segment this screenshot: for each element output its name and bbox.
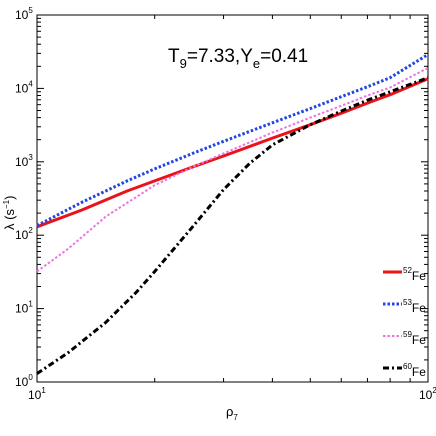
- y-tick-label-base: 10: [15, 8, 29, 22]
- y-axis-title-sup: −1: [2, 199, 11, 209]
- y-tick-label: 104: [15, 79, 33, 95]
- y-axis-title-close: ): [2, 196, 17, 200]
- y-tick-label: 103: [15, 153, 33, 169]
- y-tick-label-base: 10: [15, 375, 29, 389]
- x-axis-title: ρ7: [226, 404, 238, 422]
- y-tick-label-base: 10: [15, 81, 29, 95]
- legend-label-name: Fe: [412, 333, 426, 347]
- legend-label-59-fe: 59Fe: [403, 330, 426, 347]
- y-tick-label-exp: 2: [28, 226, 33, 235]
- x-tick-label-base: 10: [28, 388, 42, 402]
- x-axis-title-sub: 7: [233, 413, 238, 422]
- y-tick-label-exp: 3: [28, 153, 33, 162]
- y-tick-label-exp: 1: [28, 300, 33, 309]
- annotation-t: T: [168, 46, 180, 67]
- y-tick-label-base: 10: [15, 228, 29, 242]
- series-layer: [36, 53, 429, 375]
- legend-label-sup: 53: [403, 298, 412, 307]
- plot-frame: [36, 14, 429, 383]
- y-tick-label: 100: [15, 373, 33, 389]
- x-tick-label: 101: [28, 386, 46, 402]
- legend-label-name: Fe: [412, 301, 426, 315]
- y-axis-title: λ (s−1): [2, 196, 17, 230]
- legend-label-60-fe: 60Fe: [403, 362, 426, 379]
- x-tick-label-exp: 2: [432, 386, 436, 395]
- y-tick-label-base: 10: [15, 155, 29, 169]
- series-line-52-fe: [36, 77, 429, 229]
- legend-label-sup: 52: [403, 266, 412, 275]
- x-tick-label: 102: [419, 386, 436, 402]
- annotation-t-value: =7.33,Y: [187, 46, 253, 67]
- y-tick-label-exp: 0: [28, 373, 33, 382]
- legend-label-sup: 60: [403, 362, 412, 371]
- x-tick-label-exp: 1: [41, 386, 46, 395]
- legend-label-name: Fe: [412, 365, 426, 379]
- y-axis-title-main: λ (s: [2, 209, 17, 230]
- legend-label-52-fe: 52Fe: [403, 266, 426, 283]
- y-tick-label-base: 10: [15, 302, 29, 316]
- y-tick-label-exp: 5: [28, 6, 33, 15]
- y-tick-label: 101: [15, 300, 33, 316]
- x-axis-title-main: ρ: [226, 404, 233, 419]
- annotation-t-sub: 9: [180, 56, 187, 71]
- annotation-y-value: =0.41: [260, 46, 308, 67]
- legend-label-sup: 59: [403, 330, 412, 339]
- annotation-text: T9=7.33,Ye=0.41: [168, 46, 308, 71]
- series-line-60-fe: [36, 76, 429, 375]
- x-tick-label-base: 10: [419, 388, 433, 402]
- series-line-59-fe: [36, 67, 429, 273]
- y-tick-label-exp: 4: [28, 79, 33, 88]
- legend-label-53-fe: 53Fe: [403, 298, 426, 315]
- annotation-y-sub: e: [253, 56, 260, 71]
- y-tick-label: 105: [15, 6, 33, 22]
- legend-label-name: Fe: [412, 269, 426, 283]
- y-tick-label: 102: [15, 226, 33, 242]
- series-line-53-fe: [36, 53, 429, 227]
